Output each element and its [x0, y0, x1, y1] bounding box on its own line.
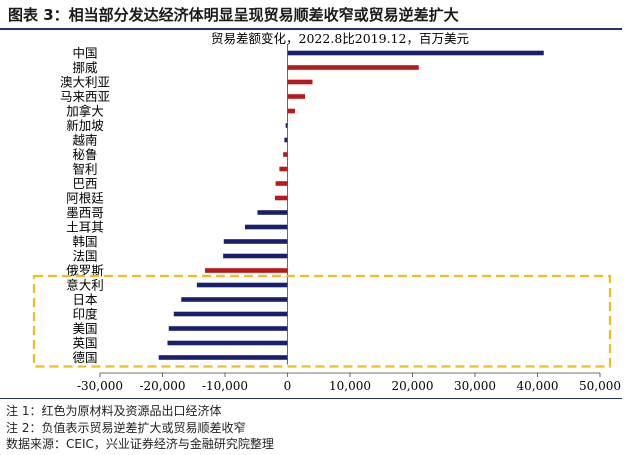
bar-韩国 [223, 239, 288, 244]
bar-日本 [181, 297, 288, 302]
x-tick-label: -30,000 [77, 379, 123, 393]
figure-title: 图表 3：相当部分发达经济体明显呈现贸易顺差收窄或贸易逆差扩大 [8, 6, 459, 24]
category-label: 英国 [72, 336, 97, 351]
data-source: 数据来源：CEIC，兴业证券经济与金融研究院整理 [6, 437, 274, 451]
title-rule [0, 28, 622, 30]
bar-印度 [173, 311, 288, 317]
bar-巴西 [275, 181, 288, 186]
category-label: 土耳其 [66, 220, 104, 235]
x-tick-label: 0 [284, 379, 292, 393]
bar-法国 [223, 253, 288, 259]
bar-阿根廷 [275, 195, 288, 201]
bar-秘鲁 [283, 152, 288, 157]
bar-德国 [158, 355, 288, 360]
x-tick-label: 50,000 [579, 379, 621, 393]
bar-马来西亚 [287, 94, 305, 99]
category-label: 印度 [72, 307, 98, 322]
category-label: 挪威 [72, 60, 98, 75]
x-tick-label: 10,000 [329, 379, 371, 393]
bottom-rule [0, 398, 622, 399]
bar-墨西哥 [257, 210, 288, 215]
category-label: 澳大利亚 [60, 75, 110, 90]
category-label: 越南 [72, 133, 97, 148]
category-label: 马来西亚 [60, 89, 110, 104]
bar-意大利 [196, 282, 288, 288]
x-tick-label: -10,000 [202, 379, 248, 393]
bar-美国 [168, 326, 288, 331]
category-label: 秘鲁 [72, 147, 97, 162]
category-label: 阿根廷 [66, 191, 104, 206]
bar-英国 [167, 340, 288, 346]
category-label: 意大利 [66, 278, 104, 293]
category-label: 智利 [72, 162, 97, 177]
bar-加拿大 [287, 108, 295, 114]
category-label: 日本 [72, 292, 98, 307]
category-label: 俄罗斯 [66, 263, 104, 278]
highlight-box [32, 274, 612, 368]
x-tick-label: -20,000 [139, 379, 185, 393]
category-label: 法国 [72, 249, 97, 264]
category-label: 加拿大 [66, 104, 104, 119]
category-label: 墨西哥 [66, 205, 104, 220]
bar-新加坡 [285, 123, 288, 128]
notes: 注 1：红色为原材料及资源品出口经济体 注 2：负值表示贸易逆差扩大或贸易顺差收… [6, 403, 274, 453]
x-tick-label: 20,000 [392, 379, 434, 393]
category-label: 巴西 [72, 176, 97, 191]
category-label: 韩国 [72, 234, 97, 249]
category-label: 美国 [72, 321, 97, 336]
chart-title: 贸易差额变化，2022.8比2019.12，百万美元 [211, 31, 469, 46]
note-1: 注 1：红色为原材料及资源品出口经济体 [6, 404, 222, 418]
note-2: 注 2：负值表示贸易逆差扩大或贸易顺差收窄 [6, 420, 246, 435]
bar-澳大利亚 [287, 79, 313, 85]
bar-土耳其 [245, 224, 288, 230]
bar-俄罗斯 [205, 268, 288, 273]
bar-智利 [279, 166, 288, 172]
category-labels: 中国挪威澳大利亚马来西亚加拿大新加坡越南秘鲁智利巴西阿根廷墨西哥土耳其韩国法国俄… [60, 46, 110, 366]
bar-挪威 [287, 65, 419, 70]
category-label: 德国 [72, 350, 97, 365]
x-tick-label: 30,000 [454, 379, 496, 393]
x-axis: -30,000 -20,000 -10,000 0 10,000 20,000 30,000… [77, 44, 621, 393]
bar-越南 [284, 137, 288, 143]
category-label: 中国 [72, 46, 97, 61]
category-label: 新加坡 [66, 118, 104, 133]
bars-group [158, 50, 544, 360]
bar-中国 [287, 50, 544, 56]
x-tick-label: 40,000 [517, 379, 559, 393]
